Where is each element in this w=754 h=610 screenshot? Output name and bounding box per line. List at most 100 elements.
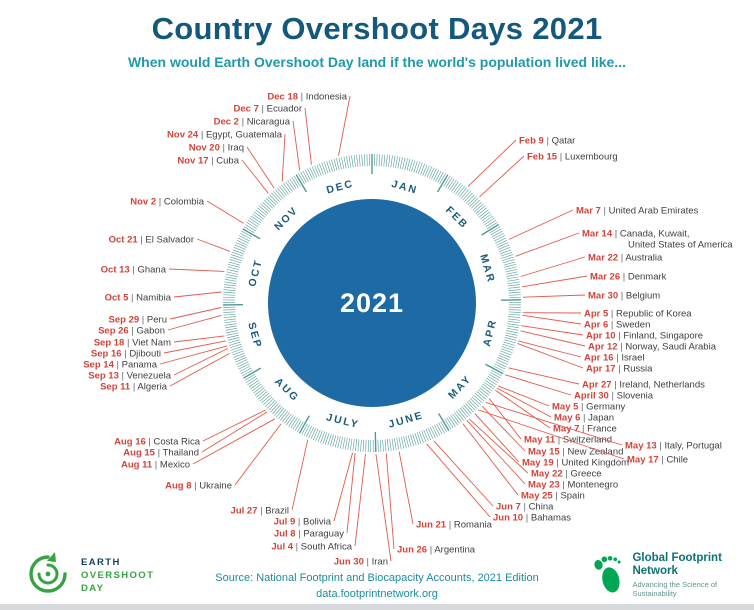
day-tick xyxy=(432,425,438,437)
overshoot-entry-label: Sep 26 | Gabon xyxy=(98,325,165,336)
day-tick xyxy=(417,162,423,175)
day-tick xyxy=(314,165,320,177)
day-tick xyxy=(440,421,448,433)
day-tick xyxy=(230,346,243,351)
day-tick xyxy=(223,294,236,296)
day-tick xyxy=(293,175,301,187)
day-tick xyxy=(379,439,382,452)
overshoot-entry-label: Oct 5 | Namibia xyxy=(105,292,172,303)
day-tick xyxy=(416,432,422,444)
day-tick xyxy=(321,162,327,175)
overshoot-entry-label: Apr 5 | Republic of Korea xyxy=(584,308,692,319)
day-tick xyxy=(360,439,362,452)
eod-swirl-icon xyxy=(29,552,67,593)
day-tick xyxy=(223,313,236,316)
day-tick xyxy=(445,177,453,188)
leader-line xyxy=(346,453,356,534)
day-tick xyxy=(274,406,283,416)
day-tick xyxy=(290,417,298,429)
day-tick xyxy=(422,164,428,176)
day-tick xyxy=(250,381,261,390)
overshoot-entry-label: Jun 26 | Argentina xyxy=(397,544,476,555)
day-tick xyxy=(238,235,250,242)
day-tick xyxy=(477,389,488,398)
day-tick xyxy=(508,311,521,313)
day-tick xyxy=(415,161,421,174)
day-tick xyxy=(248,219,259,228)
day-tick xyxy=(505,332,518,336)
leader-line xyxy=(206,200,244,224)
day-tick xyxy=(392,155,396,168)
day-tick xyxy=(268,401,278,411)
day-tick xyxy=(241,369,253,377)
day-tick xyxy=(404,158,408,171)
day-tick xyxy=(358,154,361,167)
day-tick xyxy=(246,222,257,230)
leader-line xyxy=(196,238,231,252)
day-tick xyxy=(316,164,322,176)
day-tick xyxy=(469,198,479,208)
day-tick xyxy=(487,222,498,230)
day-tick xyxy=(234,354,246,361)
day-tick xyxy=(464,192,473,203)
day-tick xyxy=(327,433,332,446)
day-tick xyxy=(505,268,518,273)
day-tick xyxy=(361,154,363,167)
day-tick xyxy=(309,167,316,179)
day-tick xyxy=(506,273,519,277)
source-url[interactable]: data.footprintnetwork.org xyxy=(316,588,438,600)
day-tick xyxy=(264,398,274,408)
day-tick xyxy=(234,244,246,250)
day-tick xyxy=(349,438,353,451)
day-tick xyxy=(304,169,311,181)
day-tick xyxy=(226,332,239,336)
day-tick xyxy=(381,154,383,167)
day-tick xyxy=(491,230,503,238)
leader-line xyxy=(462,423,519,496)
day-tick xyxy=(410,434,415,447)
day-tick xyxy=(508,289,521,291)
month-label: JAN xyxy=(390,178,419,197)
day-tick xyxy=(225,325,237,329)
day-tick xyxy=(289,178,297,189)
day-tick xyxy=(497,242,509,248)
day-tick xyxy=(508,318,521,321)
day-tick xyxy=(461,406,470,416)
day-tick xyxy=(427,427,434,440)
day-tick xyxy=(320,431,326,443)
day-tick xyxy=(399,157,403,169)
day-tick xyxy=(291,177,299,188)
day-tick xyxy=(498,354,510,361)
day-tick xyxy=(270,403,279,413)
day-tick xyxy=(279,186,288,196)
globe xyxy=(268,199,476,407)
day-tick xyxy=(282,412,290,423)
day-tick xyxy=(281,184,289,195)
overshoot-entry-label: May 7 | France xyxy=(553,423,617,434)
day-tick xyxy=(260,203,270,213)
day-tick xyxy=(502,343,515,349)
day-tick xyxy=(284,413,292,424)
day-tick xyxy=(507,325,519,329)
day-tick xyxy=(266,399,276,409)
overshoot-entries: Feb 9 | Qatar Feb 15 | Luxembourg Mar 7 | … xyxy=(83,91,733,567)
leader-line xyxy=(168,268,225,272)
day-tick xyxy=(328,160,333,172)
footprint-icon xyxy=(594,556,621,593)
month-boundary-tick xyxy=(295,174,308,193)
day-tick xyxy=(228,261,241,266)
day-tick xyxy=(230,256,242,262)
day-tick xyxy=(444,418,452,430)
leader-line xyxy=(522,275,588,288)
day-tick xyxy=(506,327,519,331)
overshoot-entry-label: Nov 2 | Colombia xyxy=(130,196,204,207)
day-tick xyxy=(421,430,427,443)
leader-line xyxy=(508,367,580,385)
day-tick xyxy=(502,256,514,262)
day-tick xyxy=(334,435,339,448)
leader-line xyxy=(201,411,268,453)
leader-line xyxy=(520,256,586,277)
overshoot-entry-label: Nov 24 | Egypt, Guatemala xyxy=(167,129,283,140)
day-tick xyxy=(508,286,521,289)
